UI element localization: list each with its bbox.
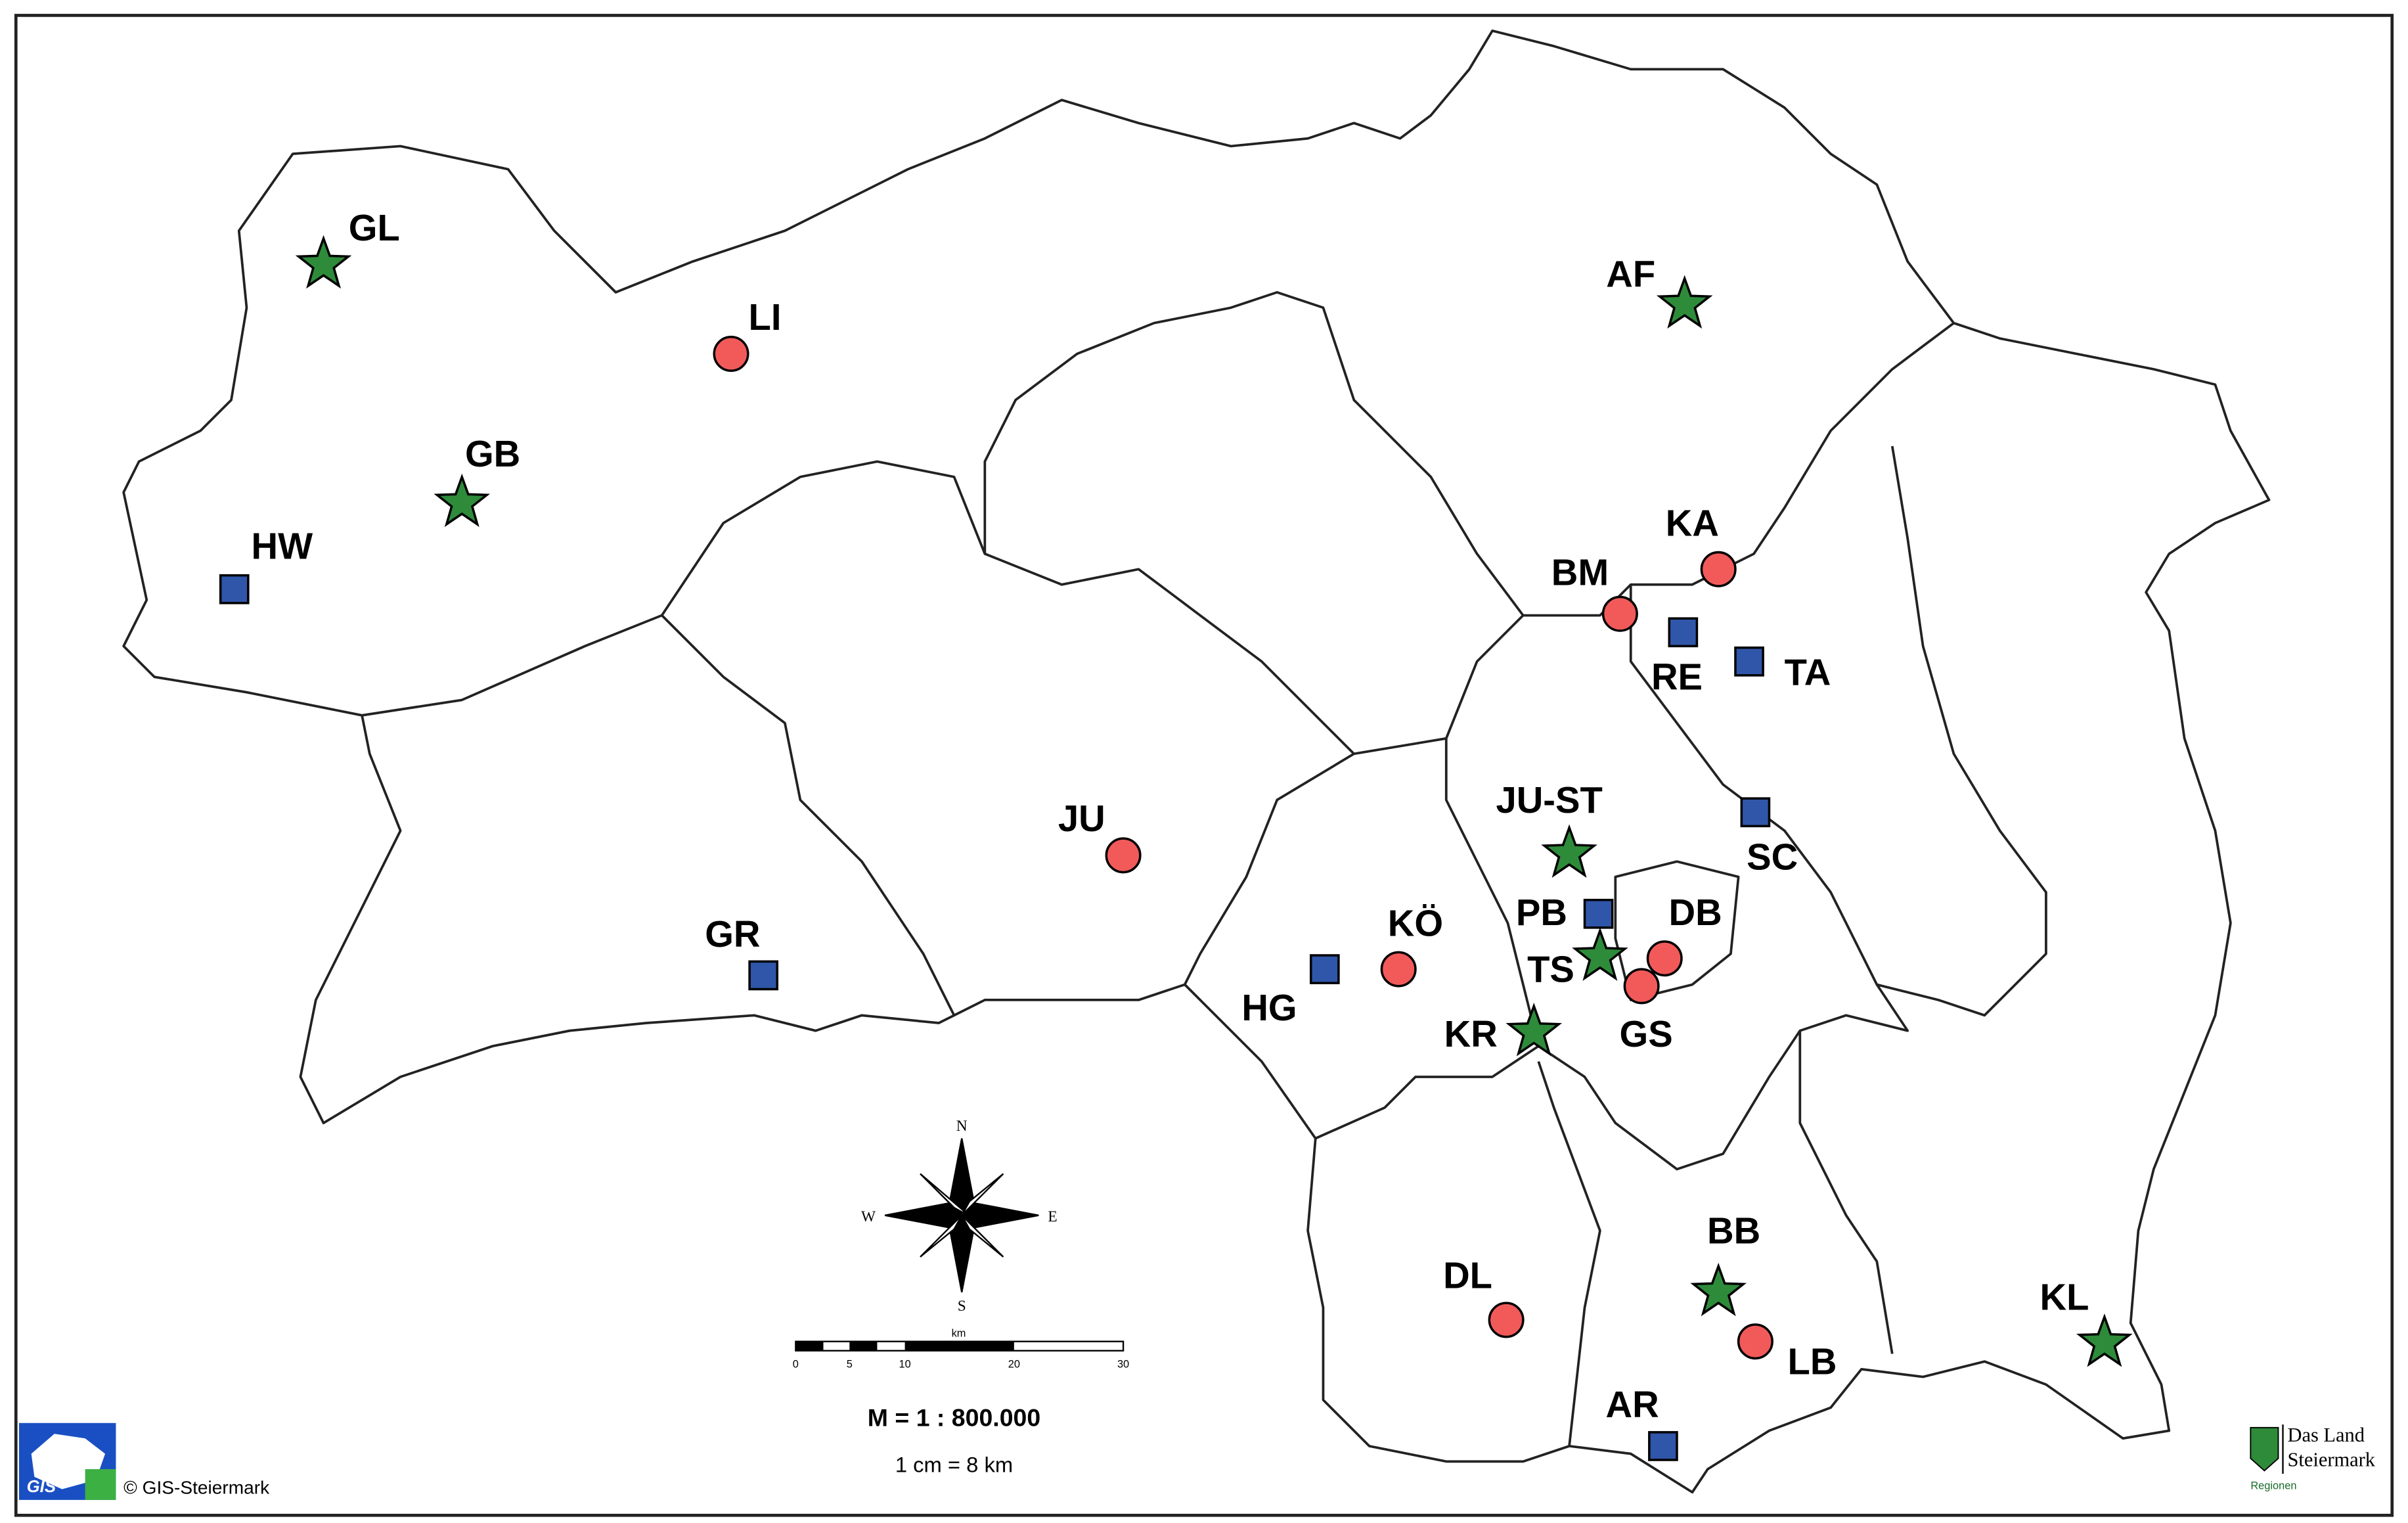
site-square — [1583, 898, 1614, 929]
site-label: KR — [1444, 1013, 1498, 1055]
compass-s: S — [958, 1298, 966, 1315]
site-label: GL — [349, 207, 400, 248]
site-square — [1734, 646, 1764, 677]
site-label: GS — [1620, 1013, 1673, 1055]
credit: © GIS-Steiermark — [123, 1478, 270, 1498]
scale-unit: km — [952, 1328, 966, 1340]
logo-line2: Steiermark — [2288, 1448, 2376, 1470]
land-logo: Das Land Steiermark Regionen — [2250, 1424, 2376, 1491]
site-label: GB — [465, 433, 520, 474]
boundary — [1184, 752, 1355, 986]
site-circle — [1380, 951, 1417, 988]
scale-label: 10 — [899, 1359, 910, 1371]
boundary — [661, 614, 956, 1016]
scale-label: 30 — [1117, 1359, 1129, 1371]
site-label: BM — [1551, 552, 1609, 593]
site-label: JU — [1058, 798, 1105, 839]
site-circle — [1601, 595, 1638, 632]
site-star — [295, 235, 352, 289]
site-label: TS — [1527, 949, 1574, 990]
site-star — [1690, 1262, 1747, 1317]
frame — [14, 14, 2394, 1517]
site-square — [1740, 797, 1771, 828]
scale-text: M = 1 : 800.000 — [868, 1403, 1040, 1431]
site-star — [1505, 1003, 1563, 1057]
boundary — [1538, 1030, 1801, 1171]
scale-bar: km 0 5 10 20 30 — [793, 1328, 1129, 1371]
boundary — [1629, 584, 1909, 1354]
site-label: AF — [1606, 253, 1655, 294]
site-label: KL — [2040, 1276, 2089, 1317]
site-circle — [713, 336, 749, 373]
site-label: KA — [1666, 503, 1719, 544]
boundary — [361, 460, 1355, 755]
scale-label: 0 — [793, 1359, 799, 1371]
site-label: BB — [1707, 1210, 1760, 1252]
compass-rose: N E S W — [861, 1118, 1058, 1315]
scale-note: 1 cm = 8 km — [895, 1453, 1013, 1477]
site-circle — [1488, 1302, 1525, 1338]
boundary — [1876, 445, 2047, 1017]
site-label: AR — [1606, 1384, 1659, 1425]
site-square — [748, 960, 779, 991]
site-label: SC — [1747, 836, 1798, 878]
site-square — [219, 574, 250, 604]
boundary — [1537, 1060, 1601, 1447]
gis-logo: GIS — [18, 1422, 116, 1500]
site-square — [1668, 617, 1699, 648]
site-circle — [1700, 551, 1737, 587]
site-label: PB — [1516, 892, 1567, 933]
site-square — [1648, 1431, 1678, 1461]
outline — [122, 29, 2271, 1494]
site-star — [1656, 275, 1713, 329]
gis-text: GIS — [27, 1478, 56, 1496]
scale-label: 20 — [1008, 1359, 1020, 1371]
site-label: TA — [1785, 652, 1831, 693]
boundary — [1353, 322, 1955, 756]
site-label: LI — [749, 296, 782, 338]
site-star — [1541, 824, 1597, 878]
site-label: LB — [1788, 1341, 1837, 1382]
site-label: HG — [1241, 987, 1297, 1028]
compass-n: N — [956, 1118, 968, 1135]
logo-line1: Das Land — [2288, 1424, 2365, 1446]
compass-e: E — [1048, 1208, 1057, 1225]
scale-label: 5 — [847, 1359, 853, 1371]
site-star — [434, 473, 491, 528]
logo-link: Regionen — [2250, 1480, 2296, 1491]
site-label: RE — [1651, 656, 1703, 698]
boundary — [983, 290, 1525, 616]
site-circle — [1737, 1323, 1773, 1360]
markers: GL LI GB HW AF KA BM RE TA JU JU-ST SC GR KÖ PB DB HG TS G… — [219, 207, 2133, 1461]
site-label: HW — [252, 526, 313, 567]
compass-w: W — [861, 1208, 876, 1225]
site-circle — [1623, 968, 1660, 1005]
site-star — [1572, 927, 1628, 981]
site-label: GR — [705, 913, 760, 955]
site-label: DB — [1669, 892, 1722, 933]
site-label: DL — [1443, 1255, 1492, 1296]
site-label: JU-ST — [1496, 779, 1602, 821]
site-circle — [1646, 940, 1683, 977]
site-star — [2076, 1313, 2133, 1367]
site-square — [1309, 954, 1340, 984]
site-label: KÖ — [1388, 902, 1443, 943]
site-circle — [1105, 837, 1142, 874]
